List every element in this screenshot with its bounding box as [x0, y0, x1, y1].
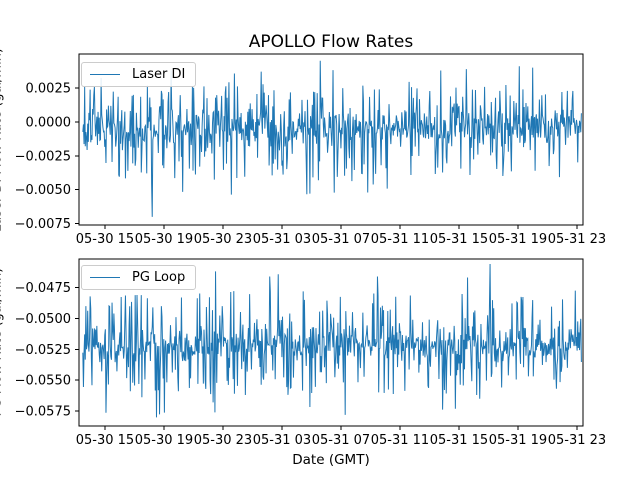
chart-title: APOLLO Flow Rates: [248, 32, 414, 52]
legend-laser-di: Laser DI: [81, 62, 197, 87]
x-axis-label: Date (GMT): [292, 452, 370, 468]
x-tick-label: 05-31 07: [312, 232, 370, 247]
legend-pg-loop: PG Loop: [81, 265, 197, 290]
top-y-axis-label: Laser DI Flow Rate (gal/min): [0, 47, 5, 233]
y-tick-label: −0.0050: [15, 183, 71, 198]
data-series-line: [82, 60, 582, 217]
y-tick-label: −0.0025: [15, 149, 71, 164]
x-tick-label: 05-31 11: [371, 433, 429, 448]
bottom-y-axis-label: PG Flow Rate (gal/min): [0, 267, 5, 417]
x-tick-label: 05-30 19: [135, 232, 193, 247]
x-tick-label: 05-31 19: [489, 232, 547, 247]
axes-frame: [78, 53, 584, 226]
x-tick-label: 05-31 15: [430, 232, 488, 247]
data-series-line: [82, 263, 582, 418]
x-tick-label: 05-30 15: [76, 232, 134, 247]
x-tick-label: 05-30 23: [194, 433, 252, 448]
y-tick-label: −0.0075: [15, 217, 71, 232]
x-tick-label: 05-31 19: [489, 433, 547, 448]
x-tick-label: 05-30 23: [194, 232, 252, 247]
y-tick-label: −0.0500: [15, 312, 71, 327]
x-tick-label: 05-31 03: [253, 232, 311, 247]
y-tick-label: −0.0575: [15, 405, 71, 420]
y-tick-label: 0.0000: [26, 115, 72, 130]
legend-label: Laser DI: [132, 67, 186, 82]
x-tick-label: 05-31 03: [253, 433, 311, 448]
x-tick-label: 05-30 15: [76, 433, 134, 448]
y-tick-label: −0.0525: [15, 343, 71, 358]
axes-frame: [78, 258, 584, 427]
legend-line-sample-icon: [90, 74, 120, 75]
y-tick-label: 0.0025: [26, 81, 72, 96]
x-tick-label: 05-31 23: [548, 232, 606, 247]
legend-label: PG Loop: [132, 270, 186, 285]
y-tick-label: −0.0550: [15, 374, 71, 389]
x-tick-label: 05-31 07: [312, 433, 370, 448]
x-tick-label: 05-30 19: [135, 433, 193, 448]
legend-line-sample-icon: [90, 277, 120, 278]
y-tick-label: −0.0475: [15, 281, 71, 296]
x-tick-label: 05-31 11: [371, 232, 429, 247]
x-tick-label: 05-31 23: [548, 433, 606, 448]
x-tick-label: 05-31 15: [430, 433, 488, 448]
